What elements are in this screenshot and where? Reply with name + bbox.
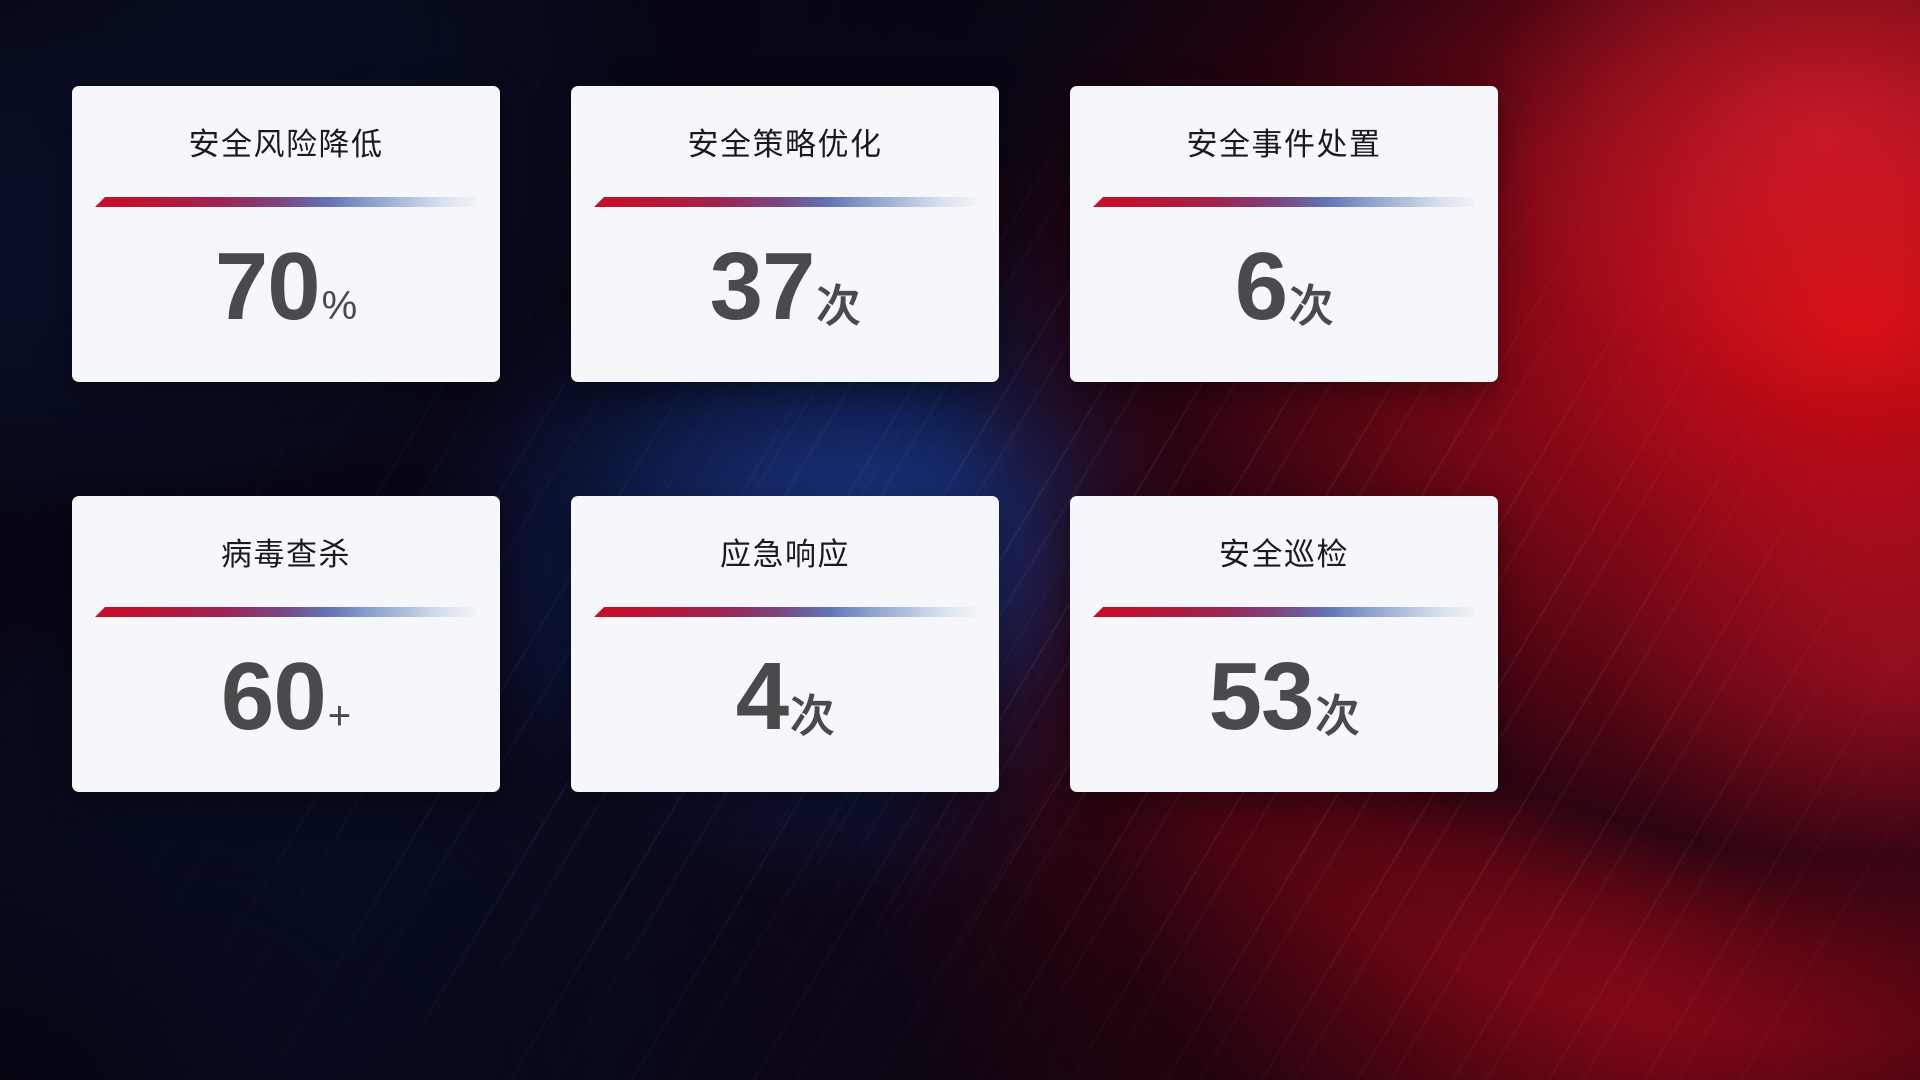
metric-card-security-inspection[interactable]: 安全巡检 53 次 (1070, 496, 1498, 792)
value-number: 53 (1208, 643, 1315, 750)
card-divider (594, 197, 976, 207)
metric-card-emergency-response[interactable]: 应急响应 4 次 (571, 496, 999, 792)
gradient-bar-icon (594, 607, 976, 617)
card-value: 70 % (214, 233, 358, 340)
value-number: 37 (709, 233, 816, 340)
value-unit: 次 (816, 282, 861, 331)
card-title: 应急响应 (720, 537, 850, 572)
card-title: 安全巡检 (1219, 537, 1349, 572)
card-divider (594, 607, 976, 617)
card-value: 6 次 (1234, 233, 1334, 340)
card-value: 53 次 (1208, 643, 1360, 750)
gradient-bar-icon (1093, 197, 1475, 207)
value-unit: + (327, 694, 352, 738)
card-title: 安全风险降低 (188, 127, 384, 162)
gradient-bar-icon (594, 197, 976, 207)
value-unit: 次 (1315, 692, 1360, 741)
card-divider (95, 197, 477, 207)
card-title: 病毒查杀 (221, 537, 351, 572)
card-value: 60 + (220, 643, 352, 750)
metric-card-security-risk-reduction[interactable]: 安全风险降低 70 % (72, 86, 500, 382)
metric-card-security-policy-optimization[interactable]: 安全策略优化 37 次 (571, 86, 999, 382)
card-divider (95, 607, 477, 617)
card-divider (1093, 197, 1475, 207)
card-title: 安全策略优化 (687, 127, 883, 162)
value-unit: 次 (790, 692, 835, 741)
metric-card-grid: 安全风险降低 70 % 安全策略优化 37 次 安全事件处置 (72, 86, 1498, 792)
value-unit: 次 (1289, 282, 1334, 331)
card-title: 安全事件处置 (1186, 127, 1382, 162)
value-number: 6 (1234, 233, 1288, 340)
metric-card-virus-removal[interactable]: 病毒查杀 60 + (72, 496, 500, 792)
value-unit: % (321, 284, 358, 328)
value-number: 4 (735, 643, 789, 750)
gradient-bar-icon (1093, 607, 1475, 617)
metric-card-security-incident-handling[interactable]: 安全事件处置 6 次 (1070, 86, 1498, 382)
value-number: 60 (220, 643, 327, 750)
gradient-bar-icon (95, 197, 477, 207)
gradient-bar-icon (95, 607, 477, 617)
card-divider (1093, 607, 1475, 617)
card-value: 4 次 (735, 643, 835, 750)
value-number: 70 (214, 233, 321, 340)
card-value: 37 次 (709, 233, 861, 340)
